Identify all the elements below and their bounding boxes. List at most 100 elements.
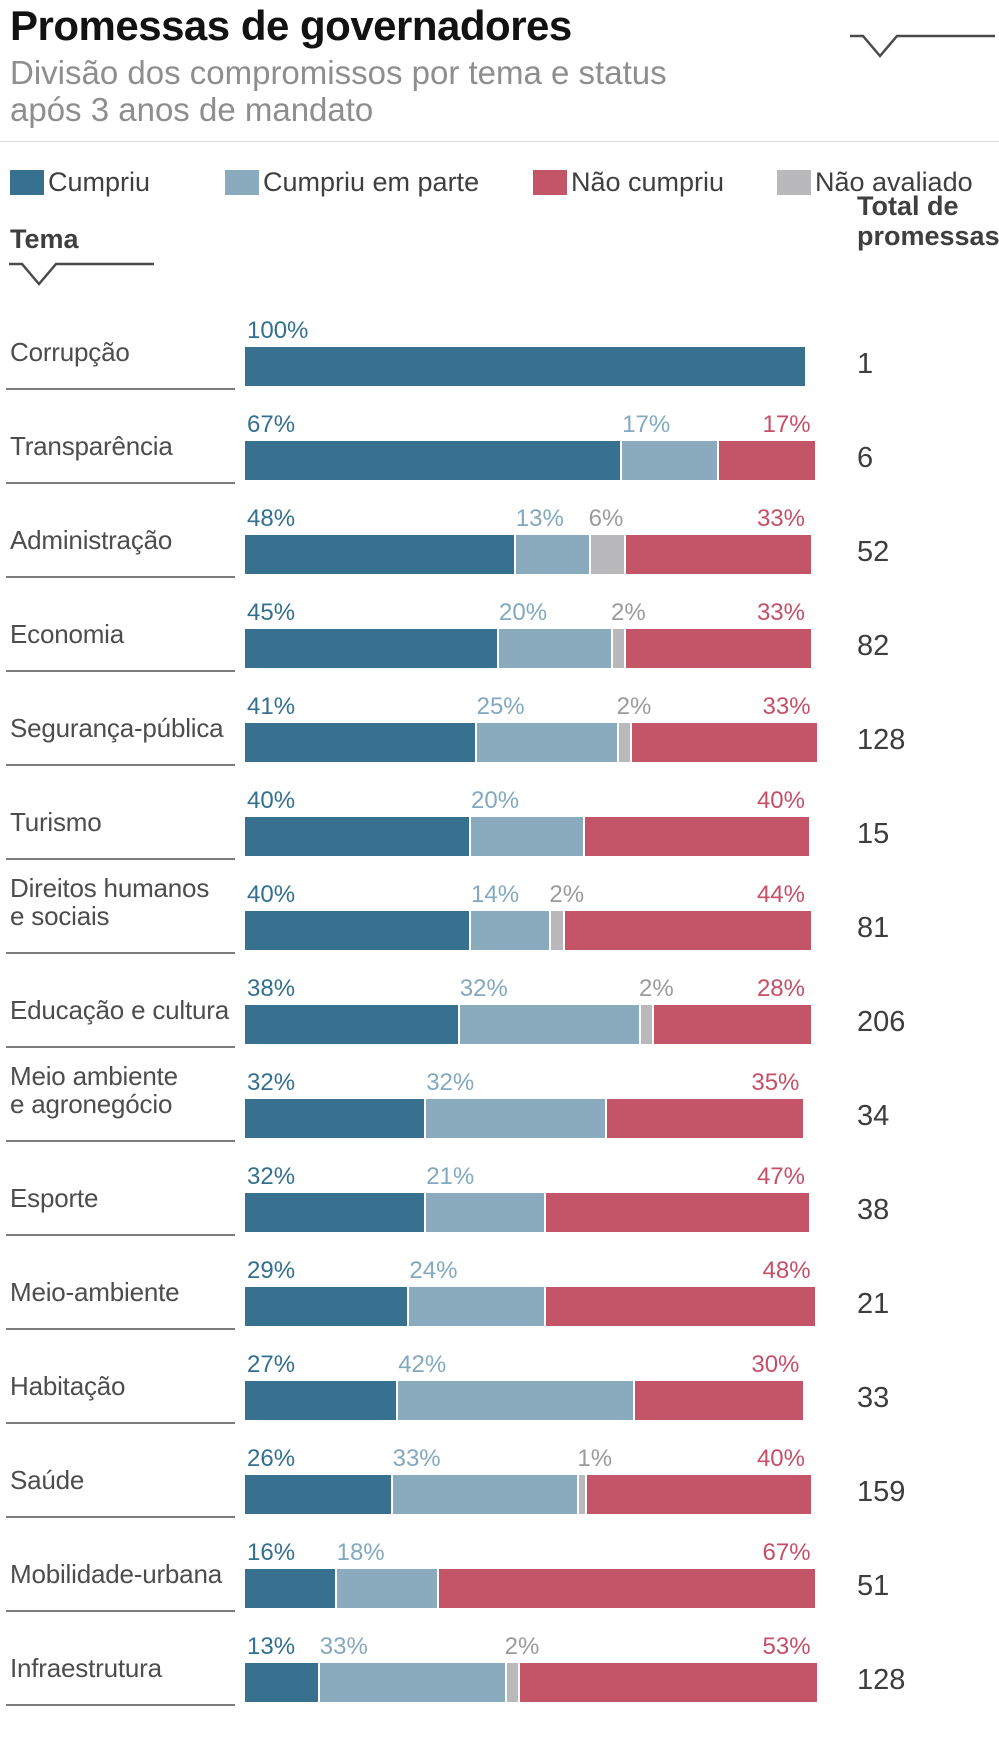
pct-labels: 40% 14% 2% 44% [245,879,805,911]
bar-segment-parte [319,1663,505,1702]
row-underline [6,1328,235,1330]
bar-segment-cumpriu [245,1475,391,1514]
pct-label-nao_cumpriu: 33% [756,505,805,532]
bar-segment-parte [499,629,611,668]
table-row: Habitação 27% 42% 30% 33 [0,1349,999,1443]
bar-wrap: 26% 33% 1% 40% [245,1443,811,1514]
pct-label-nao_cumpriu: 53% [762,1633,811,1660]
theme-label: Esporte [10,1183,99,1214]
bar-segment-cumpriu [245,1287,408,1326]
pct-label-nao_avaliado: 2% [611,599,646,626]
table-row: Educação e cultura 38% 32% 2% 28% 206 [0,973,999,1067]
pct-label-cumpriu: 45% [247,599,296,626]
bar-segment-nao_cumpriu [545,1287,815,1326]
row-underline [6,1234,235,1236]
bar-segment-parte [398,1381,634,1420]
row-underline [6,952,235,954]
pct-label-nao_cumpriu: 44% [756,881,805,908]
table-row: Transparência 67% 17% 17% 6 [0,409,999,503]
pct-label-nao_avaliado: 2% [549,881,585,908]
bar-segment-parte [392,1475,578,1514]
bar-wrap: 32% 21% 47% [245,1161,809,1232]
pct-label-nao_cumpriu: 35% [751,1069,800,1096]
bar-wrap: 16% 18% 67% [245,1537,815,1608]
pct-label-parte: 42% [398,1351,447,1378]
legend-item-nao_avaliado: Não avaliado [777,167,973,198]
bar [245,1287,815,1326]
bar [245,1005,811,1044]
bar-segment-nao_cumpriu [585,817,809,856]
column-pointer-icon [850,34,995,58]
bar-wrap: 40% 20% 40% [245,785,809,856]
bar-segment-cumpriu [245,1663,318,1702]
theme-label: Habitação [10,1371,126,1402]
row-underline [6,764,235,766]
bar-segment-parte [409,1287,544,1326]
bar-segment-nao_cumpriu [607,1099,804,1138]
pct-label-nao_cumpriu: 48% [762,1257,811,1284]
theme-label: Transparência [10,431,173,462]
bar-segment-cumpriu [245,1193,425,1232]
bar-segment-parte [459,1005,639,1044]
total-value: 159 [857,1476,906,1508]
bar-segment-parte [471,911,550,950]
table-row: Esporte 32% 21% 47% 38 [0,1161,999,1255]
bar-segment-nao_avaliado [613,629,625,668]
pct-label-cumpriu: 41% [247,693,296,720]
page-subtitle: Divisão dos compromissos por tema e stat… [10,54,667,129]
pct-labels: 38% 32% 2% 28% [245,973,805,1005]
bar [245,1381,804,1420]
pct-label-parte: 25% [476,693,525,720]
theme-label: Mobilidade-urbana [10,1559,222,1590]
bar-segment-cumpriu [245,629,497,668]
bar-segment-nao_avaliado [506,1663,518,1702]
pct-label-nao_avaliado: 2% [616,693,652,720]
bar-wrap: 48% 13% 6% 33% [245,503,811,574]
pct-label-parte: 18% [336,1539,385,1566]
bar-segment-nao_avaliado [590,535,625,574]
table-row: Saúde 26% 33% 1% 40% 159 [0,1443,999,1537]
bar-wrap: 27% 42% 30% [245,1349,805,1420]
bar [245,1569,815,1608]
bar-segment-nao_cumpriu [631,723,817,762]
total-value: 81 [857,912,890,944]
pct-labels: 32% 21% 47% [245,1161,805,1193]
pct-label-parte: 33% [319,1633,368,1660]
pct-label-parte: 17% [622,411,671,438]
pct-label-cumpriu: 48% [247,505,296,532]
table-row: Infraestrutura 13% 33% 2% 53% 128 [0,1631,999,1725]
pct-label-parte: 14% [471,881,520,908]
row-underline [6,1704,235,1706]
pct-labels: 100% [245,315,805,347]
pct-labels: 26% 33% 1% 40% [245,1443,805,1475]
bar-segment-cumpriu [245,347,805,386]
pct-labels: 67% 17% 17% [245,409,811,441]
bar-segment-cumpriu [245,911,469,950]
theme-label: Meio-ambiente [10,1277,180,1308]
total-value: 128 [857,1664,906,1696]
pct-label-parte: 21% [426,1163,475,1190]
bar-wrap: 45% 20% 2% 33% [245,597,811,668]
bar-segment-cumpriu [245,817,469,856]
pct-label-nao_cumpriu: 17% [762,411,811,438]
pct-label-nao_cumpriu: 40% [756,1445,805,1472]
bar [245,1475,811,1514]
legend-item-cumpriu: Cumpriu [10,167,150,198]
pct-label-cumpriu: 32% [247,1069,296,1096]
legend-swatch-icon [225,170,259,195]
legend-swatch-icon [777,170,811,195]
bar-wrap: 40% 14% 2% 44% [245,879,811,950]
table-row: Direitos humanos e sociais 40% 14% 2% 44% 8… [0,873,999,973]
bar-segment-nao_cumpriu [626,629,811,668]
column-header-tema: Tema [10,224,79,254]
bar-segment-nao_cumpriu [719,441,815,480]
bar-segment-cumpriu [245,535,514,574]
pct-label-nao_cumpriu: 30% [751,1351,800,1378]
bar-segment-cumpriu [245,1005,458,1044]
bar-wrap: 38% 32% 2% 28% [245,973,811,1044]
bar [245,441,815,480]
pct-label-cumpriu: 100% [247,317,309,344]
row-underline [6,1516,235,1518]
theme-label: Meio ambiente e agronegócio [10,1060,178,1120]
